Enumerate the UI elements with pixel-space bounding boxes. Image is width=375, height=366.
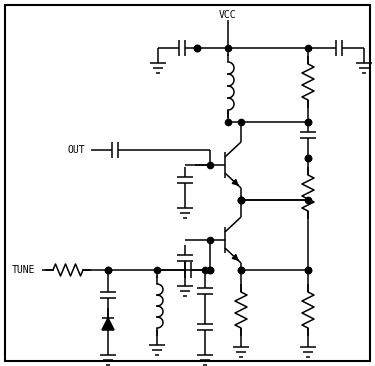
Text: TUNE: TUNE [12, 265, 36, 275]
Polygon shape [102, 318, 114, 330]
Text: VCC: VCC [219, 10, 237, 20]
Text: OUT: OUT [68, 145, 86, 155]
